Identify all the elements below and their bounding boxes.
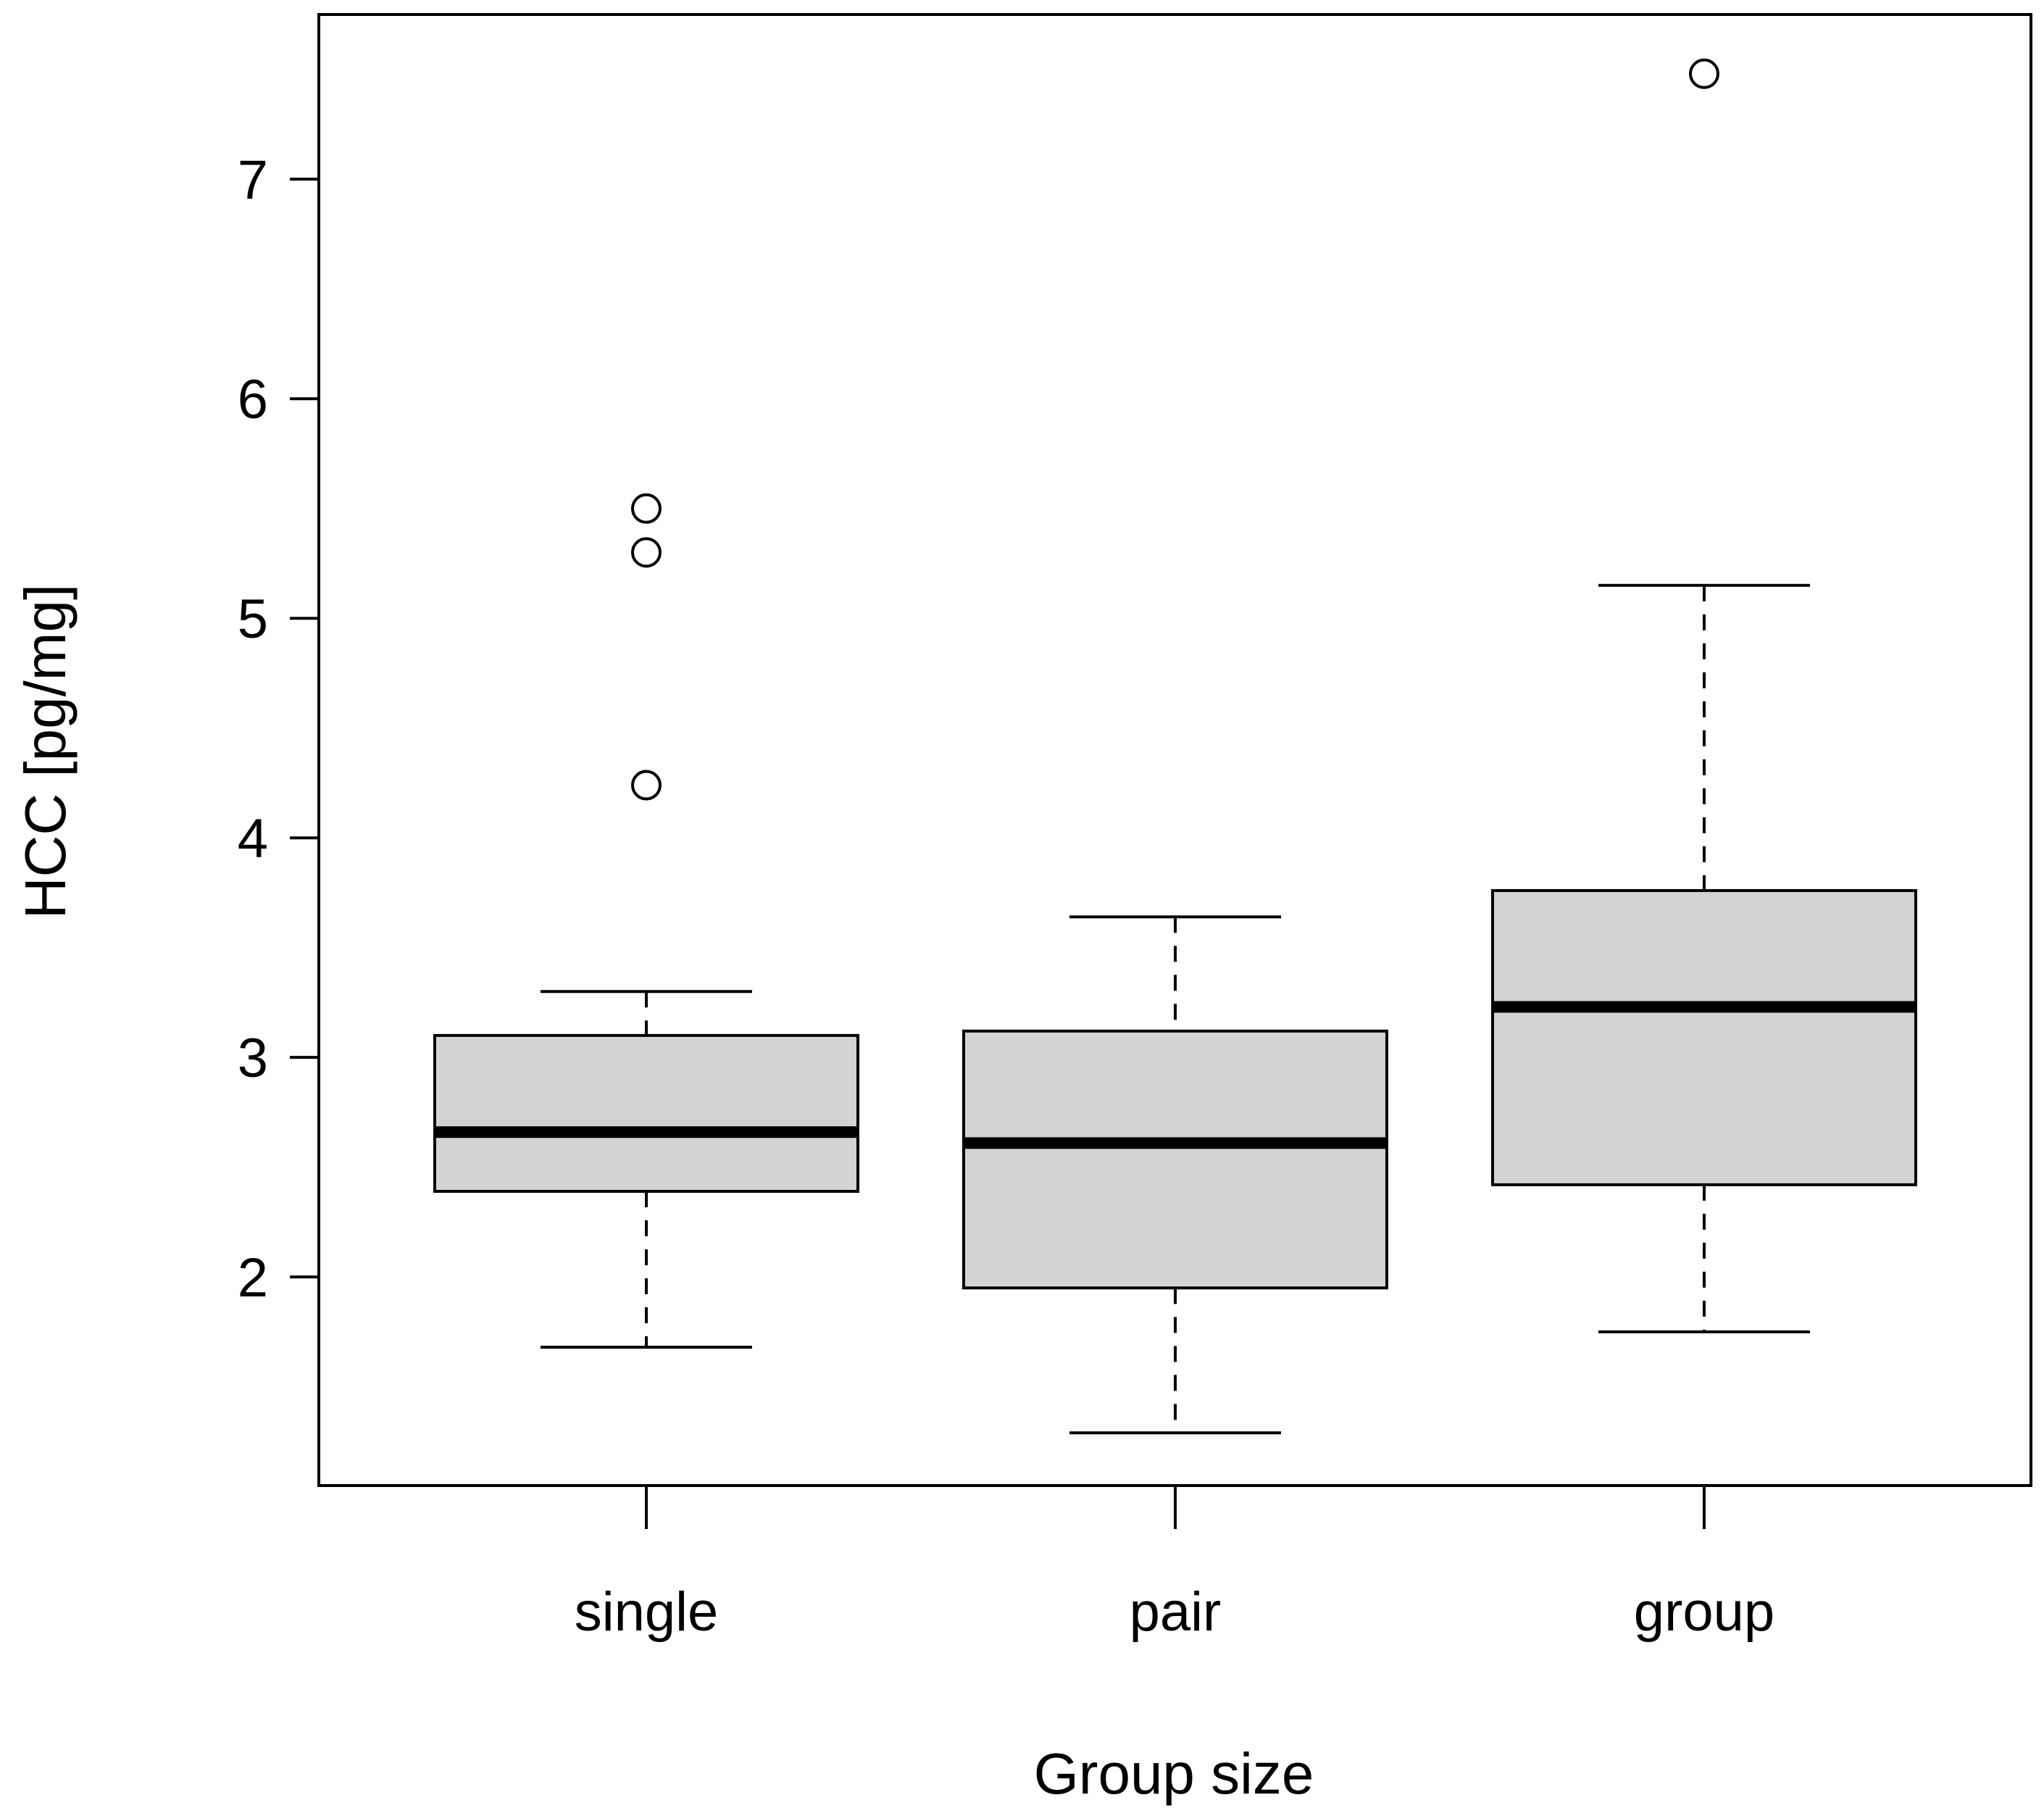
y-tick-label: 4 [238, 808, 268, 870]
y-tick-label: 5 [238, 588, 268, 650]
plot-area [317, 13, 2032, 1487]
y-tick-label: 7 [238, 149, 268, 211]
box-pair [962, 915, 1388, 1435]
y-axis-title: HCC [pg/mg] [13, 584, 78, 919]
x-tick-label: pair [1130, 1581, 1222, 1643]
iqr-box [1491, 888, 1917, 1186]
outlier-point [1689, 58, 1719, 89]
x-tick-label: single [575, 1581, 719, 1643]
y-tick-label: 2 [238, 1247, 268, 1309]
box-single [433, 493, 859, 1349]
iqr-box [962, 1029, 1388, 1290]
y-tick-label: 3 [238, 1028, 268, 1089]
x-axis-title: Group size [1034, 1741, 1314, 1806]
iqr-box [433, 1033, 859, 1194]
outlier-point [631, 770, 662, 801]
y-axis: 2 3 4 5 6 7 [238, 149, 319, 1309]
outlier-point [631, 537, 662, 568]
outlier-point [631, 493, 662, 524]
box-group [1491, 58, 1917, 1333]
x-tick-label: group [1634, 1581, 1774, 1643]
x-axis: single pair group [575, 1486, 1774, 1643]
y-tick-label: 6 [238, 369, 268, 430]
